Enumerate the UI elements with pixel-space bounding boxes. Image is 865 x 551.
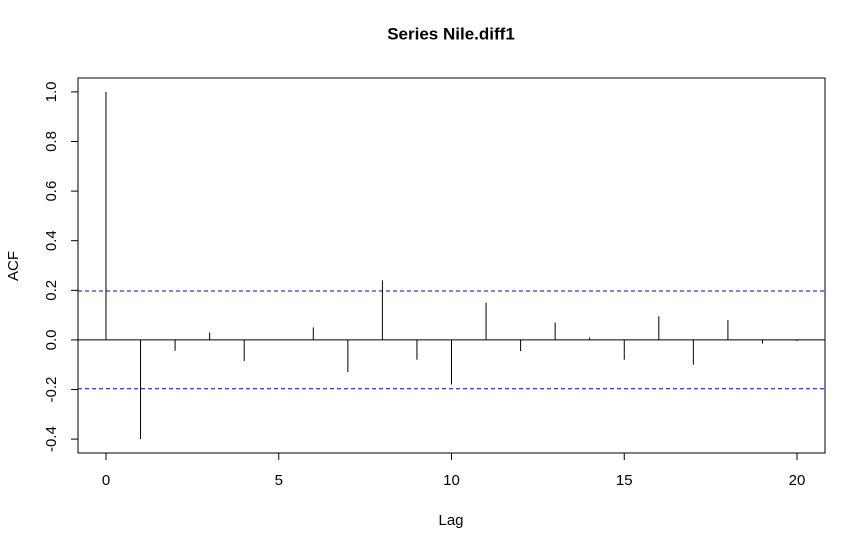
- y-tick-label: 0.8: [43, 131, 60, 152]
- y-tick-label: 1.0: [43, 81, 60, 102]
- y-tick-label: -0.4: [43, 426, 60, 452]
- y-tick-label: -0.2: [43, 377, 60, 403]
- x-tick-label: 5: [275, 472, 283, 489]
- x-tick-label: 10: [443, 472, 460, 489]
- y-axis-label: ACF: [5, 251, 22, 281]
- y-tick-label: 0.4: [43, 230, 60, 251]
- y-tick-label: 0.0: [43, 329, 60, 350]
- y-tick-label: 0.2: [43, 280, 60, 301]
- x-tick-label: 0: [102, 472, 110, 489]
- plot-frame: [77, 77, 826, 454]
- y-tick-label: 0.6: [43, 181, 60, 202]
- x-axis-label: Lag: [438, 512, 463, 529]
- x-tick-label: 20: [789, 472, 806, 489]
- x-tick-label: 15: [616, 472, 633, 489]
- chart-title: Series Nile.diff1: [387, 24, 515, 43]
